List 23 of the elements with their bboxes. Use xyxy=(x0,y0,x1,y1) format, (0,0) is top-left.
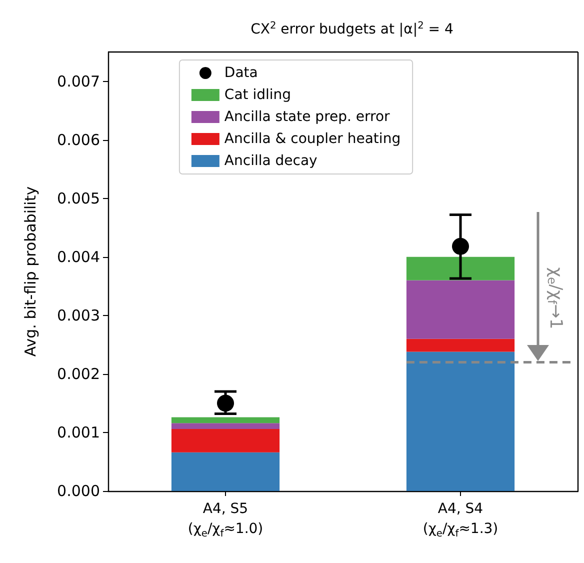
legend-label: Ancilla & coupler heating xyxy=(224,131,401,147)
bar xyxy=(406,338,515,352)
y-tick-label: 0.005 xyxy=(57,189,100,208)
bar xyxy=(406,256,515,280)
y-tick-label: 0.002 xyxy=(57,364,100,383)
y-tick-label: 0.000 xyxy=(57,482,100,500)
legend-label: Ancilla state prep. error xyxy=(224,109,390,125)
y-tick-label: 0.006 xyxy=(57,130,100,149)
y-tick-label: 0.007 xyxy=(57,72,100,90)
legend-label: Ancilla decay xyxy=(224,153,318,169)
y-tick-label: 0.001 xyxy=(57,423,100,442)
bar xyxy=(406,352,515,491)
y-axis-title: Avg. bit-flip probability xyxy=(22,186,40,357)
bar xyxy=(406,280,515,339)
bar xyxy=(171,417,280,424)
y-tick-label: 0.004 xyxy=(57,248,100,266)
bar xyxy=(171,452,280,491)
legend-label: Data xyxy=(224,65,258,81)
bar xyxy=(171,423,280,429)
y-tick-label: 0.003 xyxy=(57,306,100,324)
legend-label: Cat idling xyxy=(224,87,292,103)
ref-line-label: χe/χf→1 xyxy=(545,267,566,330)
bar xyxy=(171,428,280,452)
